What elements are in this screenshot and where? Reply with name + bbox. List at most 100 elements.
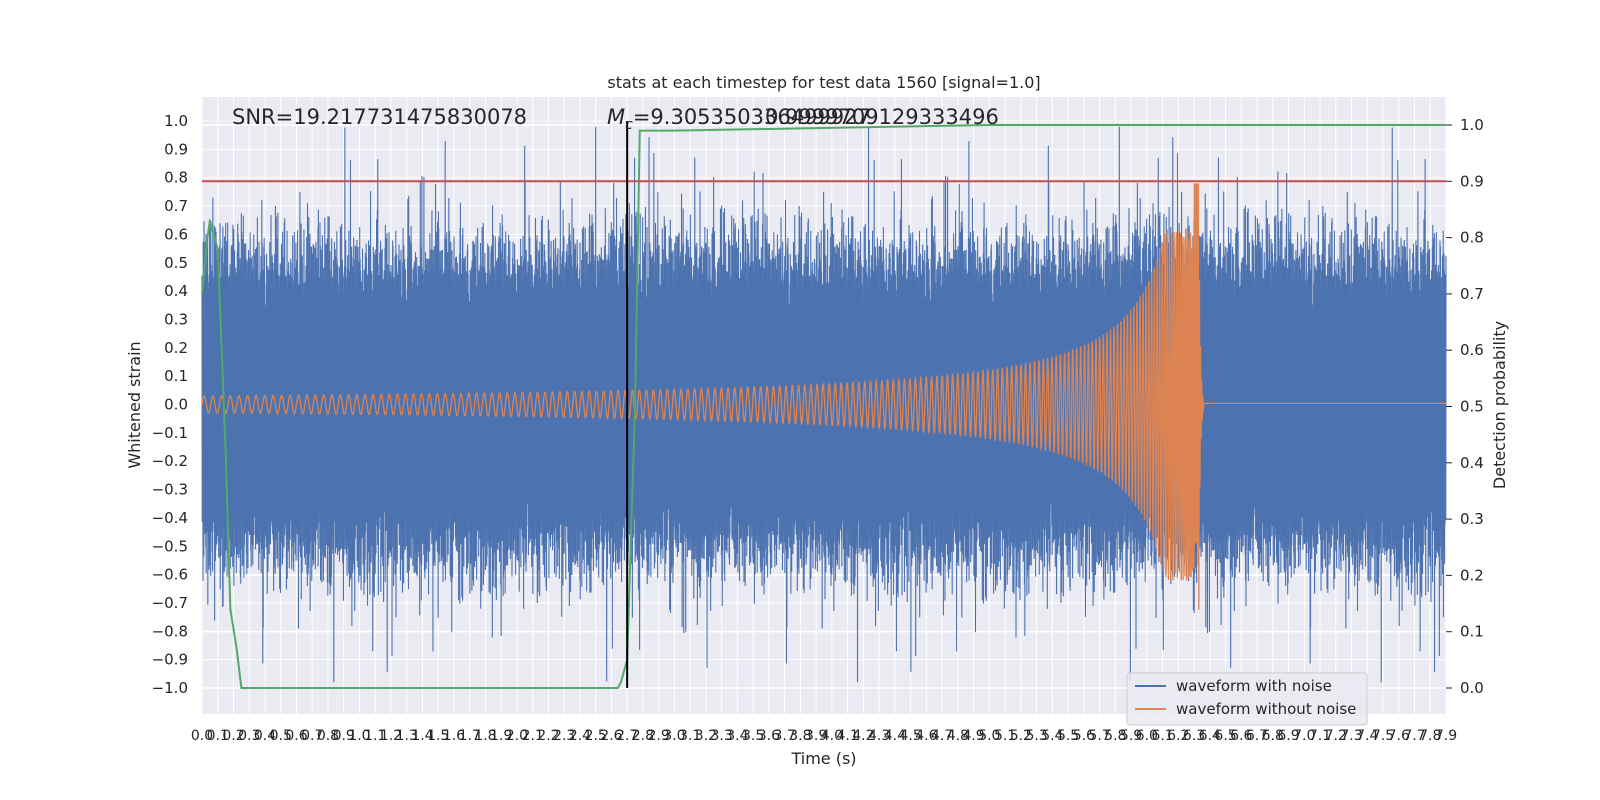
x-tick-label: 5.8: [1104, 728, 1126, 744]
right-y-tick-label: 0.9: [1460, 172, 1484, 190]
overlays: [202, 121, 1446, 688]
x-tick-label: 0.0: [191, 728, 213, 744]
x-tick-label: 2.2: [537, 728, 559, 744]
x-tick-label: 0.3: [238, 728, 260, 744]
y-tick-label: 0.3: [164, 310, 188, 328]
right-y-axis-label: Detection probability: [1490, 321, 1509, 489]
x-tick-label: 7.2: [1325, 728, 1347, 744]
x-tick-label: 1.1: [364, 728, 386, 744]
y-tick-label: 0.4: [164, 282, 188, 300]
x-tick-label: 7.9: [1435, 728, 1457, 744]
x-tick-label: 6.3: [1183, 728, 1205, 744]
x-tick-label: 0.8: [317, 728, 339, 744]
x-tick-label: 7.5: [1372, 728, 1394, 744]
y-tick-label: −0.3: [152, 481, 188, 499]
right-y-tick-label: 0.5: [1460, 398, 1484, 416]
x-tick-label: 2.9: [648, 728, 670, 744]
x-tick-label: 7.3: [1340, 728, 1362, 744]
y-tick-label: −0.6: [152, 566, 188, 584]
x-tick-label: 5.9: [1120, 728, 1142, 744]
y-tick-label: −1.0: [152, 679, 188, 697]
x-tick-label: 6.0: [1136, 728, 1158, 744]
x-tick-label: 3.7: [774, 728, 796, 744]
right-y-tick-label: 0.2: [1460, 566, 1484, 584]
y-tick-label: −0.8: [152, 622, 188, 640]
chirp-mass-subscript: c: [625, 117, 633, 133]
x-tick-label: 6.9: [1277, 728, 1299, 744]
x-tick-label: 3.6: [758, 728, 780, 744]
x-tick-label: 4.1: [836, 728, 858, 744]
x-tick-label: 4.0: [821, 728, 843, 744]
y-tick-label: −0.2: [152, 452, 188, 470]
x-tick-label: 5.0: [978, 728, 1000, 744]
y-tick-label: −0.1: [152, 424, 188, 442]
y-axis-label: Whitened strain: [125, 341, 144, 468]
series-waveform-with-noise: [201, 126, 1447, 683]
x-tick-label: 1.9: [490, 728, 512, 744]
x-tick-label: 5.2: [1010, 728, 1032, 744]
x-tick-label: 0.6: [285, 728, 307, 744]
overlap-annotation: 0.9999709129333496: [765, 105, 999, 129]
series-waveform-without-noise: [201, 183, 1446, 610]
x-tick-label: 0.4: [254, 728, 276, 744]
legend-box: [1126, 672, 1368, 726]
chart-title: stats at each timestep for test data 156…: [607, 73, 1040, 92]
y-tick-label: −0.5: [152, 537, 188, 555]
y-tick-label: 0.8: [164, 169, 188, 187]
x-tick-label: 2.7: [616, 728, 638, 744]
y-tick-labels: −1.0 −0.9 −0.8 −0.7 −0.6 −0.5 −0.4 −0.3 −0.2 −0.1…: [152, 112, 188, 697]
y-tick-label: 0.5: [164, 254, 188, 272]
chirp-mass-symbol: M: [607, 105, 625, 129]
x-tick-label: 5.6: [1073, 728, 1095, 744]
x-tick-label: 6.4: [1199, 728, 1221, 744]
x-tick-label: 6.7: [1246, 728, 1268, 744]
right-y-tick-label: 0.0: [1460, 679, 1484, 697]
x-tick-label: 1.0: [348, 728, 370, 744]
series-detection-probability: [201, 124, 1446, 689]
x-tick-label: 4.2: [852, 728, 874, 744]
right-y-tick-label: 0.3: [1460, 510, 1484, 528]
x-tick-labels: 0.00.10.20.30.40.50.60.70.80.91.01.11.21…: [191, 728, 1457, 744]
right-y-tick-label: 1.0: [1460, 116, 1484, 134]
x-tick-label: 6.2: [1167, 728, 1189, 744]
right-y-tick-labels: 0.0 0.1 0.2 0.3 0.4 0.5 0.6 0.7 0.8 0.9 1.0: [1460, 116, 1484, 697]
line-waveform-with-noise: [201, 126, 1447, 683]
x-tick-label: 4.5: [899, 728, 921, 744]
x-tick-label: 6.8: [1262, 728, 1284, 744]
y-tick-label: 1.0: [164, 112, 188, 130]
x-tick-label: 3.5: [742, 728, 764, 744]
x-tick-label: 4.9: [962, 728, 984, 744]
y-tick-label: 0.9: [164, 140, 188, 158]
right-y-tick-label: 0.7: [1460, 285, 1484, 303]
x-tick-label: 0.7: [301, 728, 323, 744]
legend: waveform with noise waveform without noi…: [1126, 672, 1368, 726]
x-tick-label: 0.1: [207, 728, 229, 744]
chirp-mass-annotation: Mc=9.305350336499927: [607, 105, 871, 133]
x-tick-label: 1.7: [459, 728, 481, 744]
x-tick-label: 4.8: [947, 728, 969, 744]
x-tick-label: 0.2: [222, 728, 244, 744]
y-tick-label: −0.7: [152, 594, 188, 612]
x-tick-label: 2.6: [600, 728, 622, 744]
x-tick-label: 1.2: [380, 728, 402, 744]
legend-label-clean: waveform without noise: [1176, 700, 1356, 718]
right-y-tick-label: 0.6: [1460, 341, 1484, 359]
x-tick-label: 3.8: [789, 728, 811, 744]
x-tick-label: 7.4: [1356, 728, 1378, 744]
right-y-tick-label: 0.8: [1460, 229, 1484, 247]
snr-annotation: SNR=19.217731475830078: [232, 105, 527, 129]
x-tick-label: 2.8: [632, 728, 654, 744]
x-tick-label: 6.1: [1151, 728, 1173, 744]
x-tick-label: 7.7: [1403, 728, 1425, 744]
y-tick-label: 0.1: [164, 367, 188, 385]
x-tick-label: 3.3: [711, 728, 733, 744]
x-tick-label: 5.3: [1025, 728, 1047, 744]
y-tick-label: 0.7: [164, 197, 188, 215]
x-tick-label: 6.6: [1230, 728, 1252, 744]
x-tick-label: 0.5: [270, 728, 292, 744]
x-tick-label: 7.8: [1419, 728, 1441, 744]
x-tick-label: 5.5: [1057, 728, 1079, 744]
x-tick-label: 1.8: [474, 728, 496, 744]
x-tick-label: 3.0: [663, 728, 685, 744]
x-tick-label: 3.9: [805, 728, 827, 744]
